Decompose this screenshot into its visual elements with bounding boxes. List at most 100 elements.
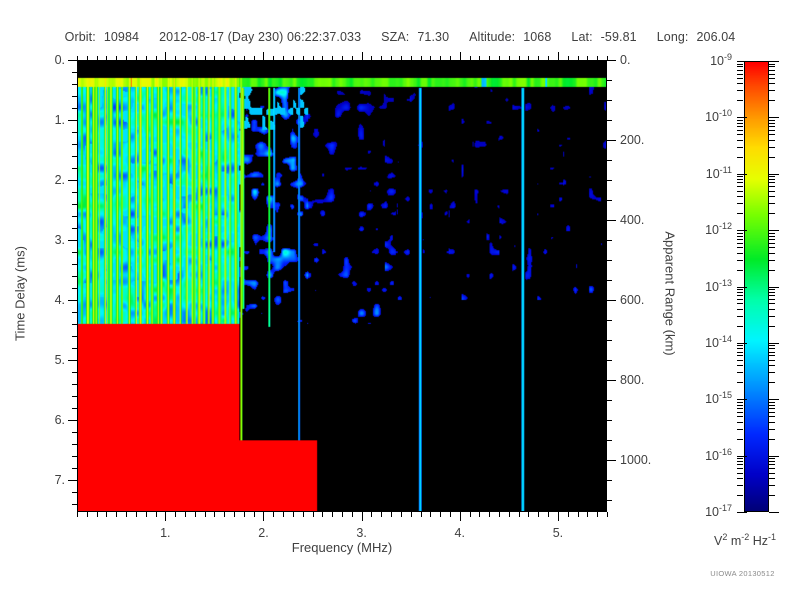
tick-mark — [68, 480, 77, 482]
tick-mark — [607, 400, 612, 401]
colorbar-tick-mark — [737, 119, 743, 121]
apparent-range-axis: 0. 200. 400. 600. 800. 1000. — [607, 53, 697, 512]
colorbar-tick-mark — [769, 291, 775, 293]
tick-label-time-delay: 3. — [54, 233, 65, 248]
altitude-label: Altitude: — [469, 30, 516, 44]
tick-mark — [322, 512, 324, 517]
colorbar-tick-mark — [769, 77, 775, 79]
tick-mark — [607, 500, 612, 501]
tick-mark — [489, 512, 491, 517]
colorbar-tick-mark — [737, 472, 743, 474]
tick-label-frequency: 3. — [356, 526, 367, 540]
tick-mark — [459, 512, 461, 521]
orbit-value: 10984 — [103, 30, 140, 44]
colorbar-tick-mark — [737, 495, 743, 497]
colorbar-tick-mark — [769, 438, 775, 440]
colorbar-tick-mark — [737, 242, 743, 244]
header-info-line: Orbit: 10984 2012-08-17 (Day 230) 06:22:37… — [0, 30, 800, 44]
colorbar-tick-mark — [737, 404, 743, 406]
credit-label: UIOWA 20130512 — [710, 569, 775, 578]
colorbar-tick-mark — [769, 315, 775, 317]
tick-mark — [518, 512, 520, 517]
tick-mark — [184, 512, 186, 517]
orbit-label: Orbit: — [64, 30, 96, 44]
tick-mark — [557, 512, 559, 521]
colorbar-tick-mark — [737, 83, 743, 85]
tick-label-time-delay: 7. — [54, 473, 65, 488]
tick-mark — [106, 512, 108, 517]
tick-mark — [155, 512, 157, 517]
colorbar-tick-mark — [737, 146, 743, 148]
tick-mark — [312, 512, 314, 517]
colorbar-tick-mark — [769, 122, 775, 124]
colorbar-tick-mark — [737, 73, 743, 75]
tick-mark — [351, 512, 353, 517]
colorbar-tick-mark — [769, 259, 775, 261]
colorbar-tick-mark — [769, 139, 775, 141]
sza-value: 71.30 — [417, 30, 450, 44]
tick-label-time-delay: 5. — [54, 353, 65, 368]
colorbar-tick-mark — [769, 295, 775, 297]
sza-label: SZA: — [381, 30, 410, 44]
colorbar-tick-mark — [769, 213, 775, 215]
colorbar-tick-mark — [769, 399, 779, 401]
tick-mark — [469, 512, 471, 517]
colorbar-tick-mark — [769, 478, 775, 480]
colorbar-tick-label: 10-9 — [710, 51, 732, 68]
colorbar-tick-mark — [737, 308, 743, 310]
colorbar-tick-mark — [737, 179, 743, 181]
tick-mark — [292, 512, 294, 517]
tick-mark — [499, 512, 501, 517]
tick-mark — [420, 512, 422, 517]
colorbar-tick-mark — [737, 134, 743, 136]
tick-mark — [607, 60, 616, 61]
tick-label-apparent-range: 0. — [620, 53, 631, 67]
colorbar-tick-mark — [769, 230, 779, 232]
tick-mark — [607, 420, 612, 421]
tick-mark — [567, 512, 569, 517]
tick-mark — [607, 360, 612, 361]
tick-mark — [224, 512, 226, 517]
colorbar-gradient — [745, 62, 768, 511]
colorbar-tick-mark — [769, 100, 775, 102]
tick-mark — [371, 512, 373, 517]
colorbar-tick-label: 10-12 — [705, 220, 732, 238]
tick-mark — [607, 240, 612, 241]
tick-mark — [607, 340, 612, 341]
colorbar-tick-mark — [769, 355, 775, 357]
colorbar-tick-mark — [737, 295, 743, 297]
tick-label-time-delay: 2. — [54, 173, 65, 188]
colorbar-tick-mark — [769, 382, 775, 384]
colorbar-tick-mark — [737, 303, 743, 305]
colorbar-tick-mark — [769, 458, 775, 460]
tick-mark — [68, 420, 77, 422]
colorbar-tick-mark — [769, 428, 775, 430]
tick-mark — [597, 512, 599, 517]
observation-datetime: 2012-08-17 (Day 230) 06:22:37.033 — [159, 30, 362, 44]
tick-mark — [607, 320, 612, 321]
colorbar-tick-mark — [737, 77, 743, 79]
tick-label-time-delay: 4. — [54, 293, 65, 308]
colorbar-tick-mark — [769, 61, 779, 62]
tick-mark — [607, 100, 612, 101]
tick-mark — [607, 480, 612, 481]
colorbar-tick-mark — [769, 512, 779, 513]
colorbar-tick-mark — [737, 478, 743, 480]
colorbar-tick-mark — [737, 63, 743, 65]
colorbar-tick-mark — [737, 428, 743, 430]
colorbar-tick-mark — [737, 259, 743, 261]
colorbar-tick-mark — [737, 365, 743, 367]
tick-label-time-delay: 0. — [54, 53, 65, 67]
colorbar-tick-mark — [769, 126, 775, 128]
colorbar-tick-mark — [737, 464, 743, 466]
colorbar-tick-mark — [737, 100, 743, 102]
colorbar-tick-mark — [769, 303, 775, 305]
tick-label-frequency: 2. — [258, 526, 269, 540]
colorbar-tick-mark — [737, 512, 747, 513]
colorbar-tick-mark — [737, 411, 743, 413]
tick-mark — [607, 260, 612, 261]
tick-mark — [194, 512, 196, 517]
colorbar-tick-mark — [737, 325, 743, 327]
colorbar-tick-mark — [769, 411, 775, 413]
colorbar-tick-mark — [769, 66, 775, 68]
